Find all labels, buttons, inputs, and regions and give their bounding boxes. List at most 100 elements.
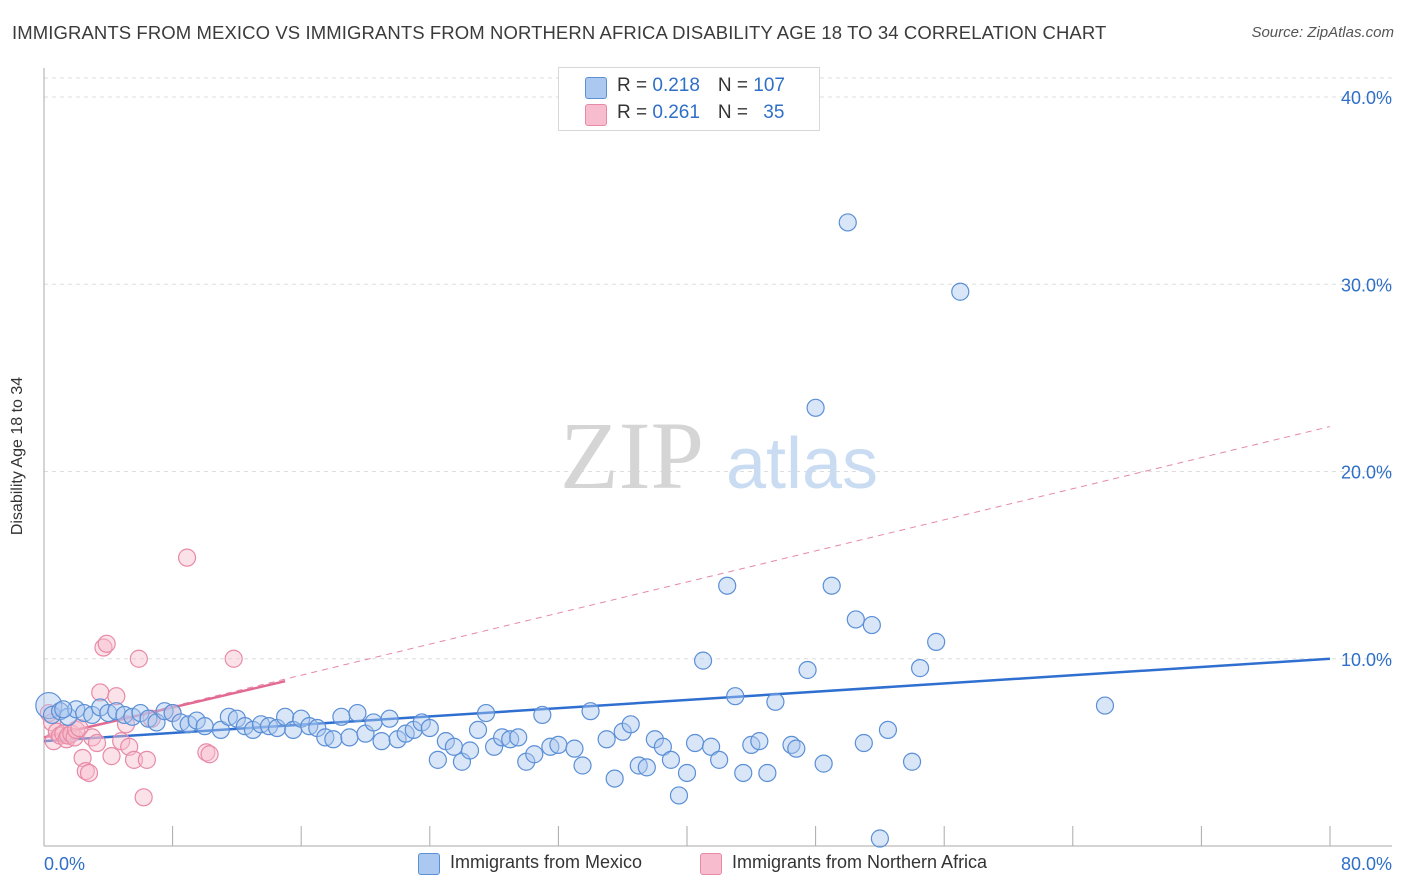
y-tick-label: 10.0% [1341,650,1392,670]
legend-r-label: R = [617,102,653,123]
watermark-zip: ZIP [560,402,704,509]
africa-point [67,720,86,740]
legend-text: R = 0.261 N = 35 [617,102,784,124]
mexico-point [669,786,689,805]
mexico-point [862,615,881,635]
africa-point [102,747,121,766]
africa-point [197,743,216,762]
bottom-legend-label: Immigrants from Mexico [450,852,643,872]
africa-point [65,728,84,747]
y-tick-label: 30.0% [1341,275,1392,295]
mexico-swatch [585,77,607,99]
legend: R = 0.218 N = 107 R = 0.261 N = 35 [558,67,820,131]
mexico-point [854,733,873,753]
mexico-point [54,700,73,719]
mexico-swatch [418,853,440,875]
mexico-point [509,728,528,747]
africa-swatch [585,104,607,126]
africa-point [87,733,107,753]
mexico-point [838,213,857,232]
mexico-point [710,750,729,769]
africa-point [83,728,102,747]
mexico-point [525,745,544,764]
mexico-point [927,632,946,651]
chart-title: IMMIGRANTS FROM MEXICO VS IMMIGRANTS FRO… [12,22,1107,43]
mexico-point [195,717,214,736]
mexico-point [380,709,399,728]
mexico-point [870,829,890,848]
africa-point [177,548,197,567]
grid-lines [44,77,1392,660]
bottom-legend-label: Immigrants from Northern Africa [732,852,988,872]
mexico-point [348,703,367,723]
mexico-point [822,576,841,595]
legend-n-label: N = [717,75,754,96]
africa-point [134,788,153,807]
legend-n-label: N = [717,102,754,123]
mexico-point [910,659,930,678]
mexico-point [460,741,480,760]
mexico-point [726,687,745,706]
mexico-point [637,758,656,777]
y-tick-label: 40.0% [1341,88,1392,108]
africa-point [76,761,95,781]
mexico-point [702,737,721,756]
legend-r-value: 0.261 [652,102,700,123]
mexico-point [677,763,697,783]
africa-point [116,715,136,734]
mexico-point [605,769,624,788]
africa-point [129,649,148,668]
x-tick-label: 80.0% [1341,854,1392,874]
y-axis-label: Disability Age 18 to 34 [9,376,26,536]
mexico-point [653,737,672,756]
mexico-point [1095,696,1115,715]
mexico-point [750,732,769,751]
africa-trend-dashed [43,426,1331,738]
mexico-point [758,763,777,783]
watermark-atlas: atlas [726,424,878,504]
mexico-point [372,732,391,751]
bottom-legend: Immigrants from Mexico Immigrants from N… [0,851,1406,879]
mexico-point [951,282,970,301]
series-northern-africa [39,548,243,807]
mexico-point [444,737,464,756]
legend-r-value: 0.218 [652,75,700,96]
mexico-point [428,750,447,769]
mexico-point [685,733,705,753]
mexico-point [766,692,785,711]
mexico-point [276,707,295,726]
mexico-point [468,720,488,740]
africa-swatch [700,853,722,875]
mexico-point [420,718,439,738]
series-mexico [35,213,1115,848]
mexico-point [533,705,552,725]
mexico-point [814,754,833,773]
y-tick-label: 20.0% [1341,463,1392,483]
africa-point [107,687,126,706]
mexico-point [581,702,600,721]
mexico-point [878,720,898,740]
watermark: ZIP atlas [560,402,878,509]
mexico-point [661,750,681,769]
mexico-point [597,730,616,749]
africa-point [97,634,116,653]
x-tick-label: 0.0% [44,854,85,874]
mexico-point [787,739,806,758]
mexico-point [902,752,922,771]
mexico-point [798,660,817,680]
mexico-point [693,651,713,670]
africa-point [137,750,156,769]
africa-point [224,649,243,668]
mexico-trend-line [43,657,1331,743]
source-label: Source: ZipAtlas.com [1251,24,1394,41]
mexico-point [734,763,753,783]
legend-text: R = 0.218 N = 107 [617,75,785,97]
legend-n-value: 107 [753,75,785,96]
africa-point [124,750,144,769]
mexico-point [573,756,592,775]
mexico-point [364,713,383,732]
africa-point [200,745,219,764]
mexico-point [806,398,825,417]
mexico-point [846,610,865,629]
